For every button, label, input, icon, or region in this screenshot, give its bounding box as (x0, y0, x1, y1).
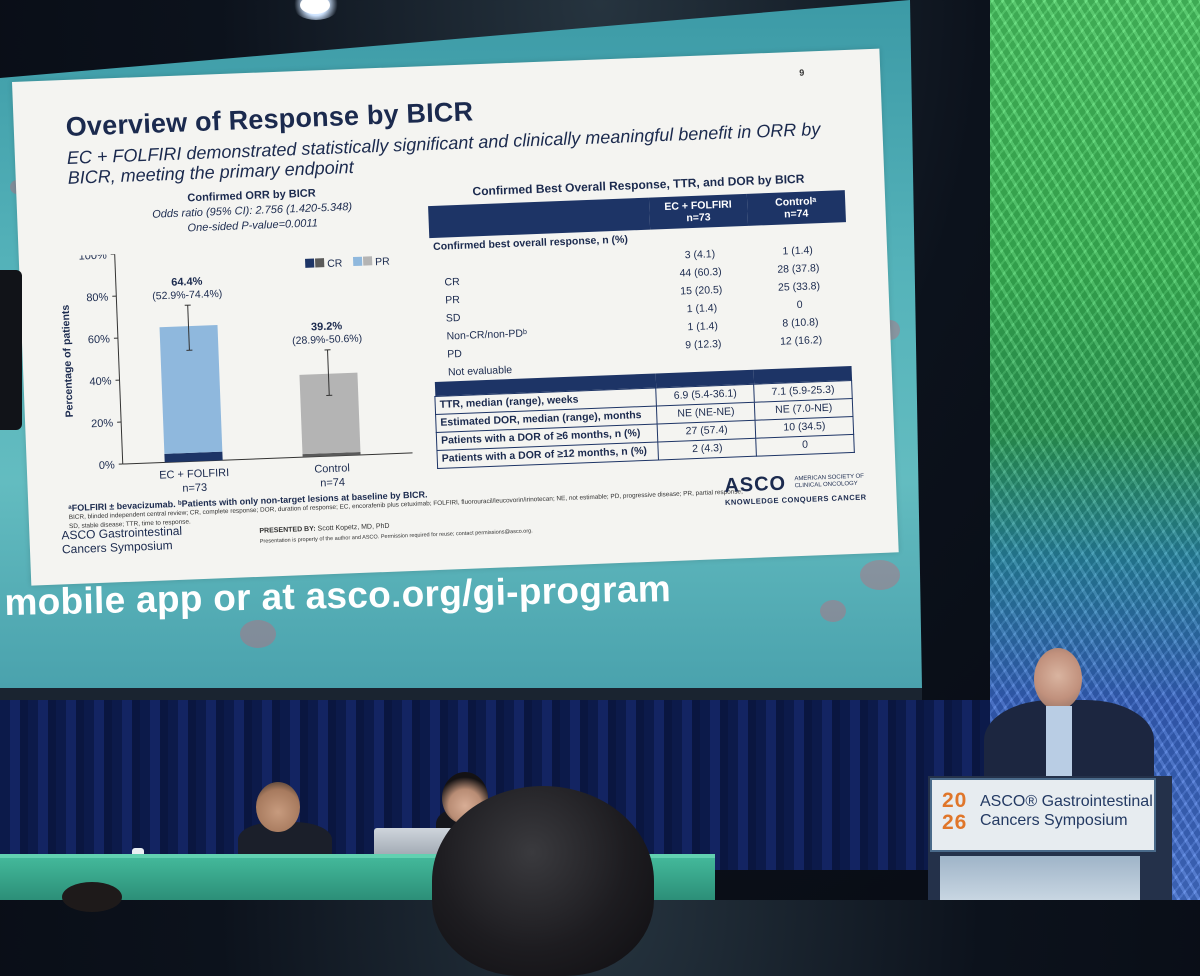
table-boxed-control: 0 (756, 434, 854, 456)
category-n: n=73 (182, 482, 207, 495)
y-tick-label: 0% (99, 459, 116, 472)
category-label: Control (314, 462, 350, 475)
legend-label-cr: CR (327, 257, 343, 270)
y-tick-label: 60% (88, 333, 111, 346)
asco-logo-text: ASCO (724, 473, 787, 497)
ci-label: (28.9%-50.6%) (292, 332, 362, 347)
audience-member-head (432, 786, 654, 976)
bar-pr (299, 373, 360, 455)
total-label: 39.2% (311, 320, 343, 333)
total-label: 64.4% (171, 276, 203, 289)
category-n: n=74 (320, 477, 345, 490)
y-tick-label: 20% (91, 417, 114, 430)
presentation-slide: 9 Overview of Response by BICR EC + FOLF… (12, 49, 899, 586)
audience-member-head (62, 882, 122, 912)
legend-swatch-cr-ec (305, 259, 314, 268)
speaker-shirt (1046, 706, 1072, 776)
presented-label: PRESENTED BY: (259, 526, 316, 535)
y-axis-label: Percentage of patients (60, 304, 76, 417)
table-boxed-ec: 2 (4.3) (658, 438, 756, 460)
podium-base (940, 856, 1140, 900)
category-label: EC + FOLFIRI (159, 467, 229, 482)
y-tick-label: 40% (89, 375, 112, 388)
loudspeaker (0, 270, 22, 430)
podium-speaker-head (1034, 648, 1082, 710)
bar-pr (160, 325, 223, 454)
legend-swatch-cr-control (315, 258, 324, 267)
panelist-left-head (256, 782, 300, 832)
legend-swatch-pr-control (363, 256, 372, 265)
legend-swatch-pr-ec (353, 257, 362, 266)
orr-bar-chart: 0% 20% 40% 60% 80% 100% Percentage of patients… (55, 243, 424, 507)
y-tick-label: 100% (78, 249, 107, 262)
symposium-logo: ASCO Gastrointestinal Cancers Symposium (61, 524, 183, 557)
chart-header: Confirmed ORR by BICR Odds ratio (95% CI… (96, 183, 407, 240)
ci-label: (52.9%-74.4%) (152, 288, 222, 303)
legend-label-pr: PR (375, 256, 390, 269)
slide-number: 9 (799, 68, 804, 78)
y-axis (115, 254, 123, 464)
y-tick-label: 80% (86, 291, 109, 304)
presenter-name: Scott Kopetz, MD, PhD (317, 523, 389, 533)
